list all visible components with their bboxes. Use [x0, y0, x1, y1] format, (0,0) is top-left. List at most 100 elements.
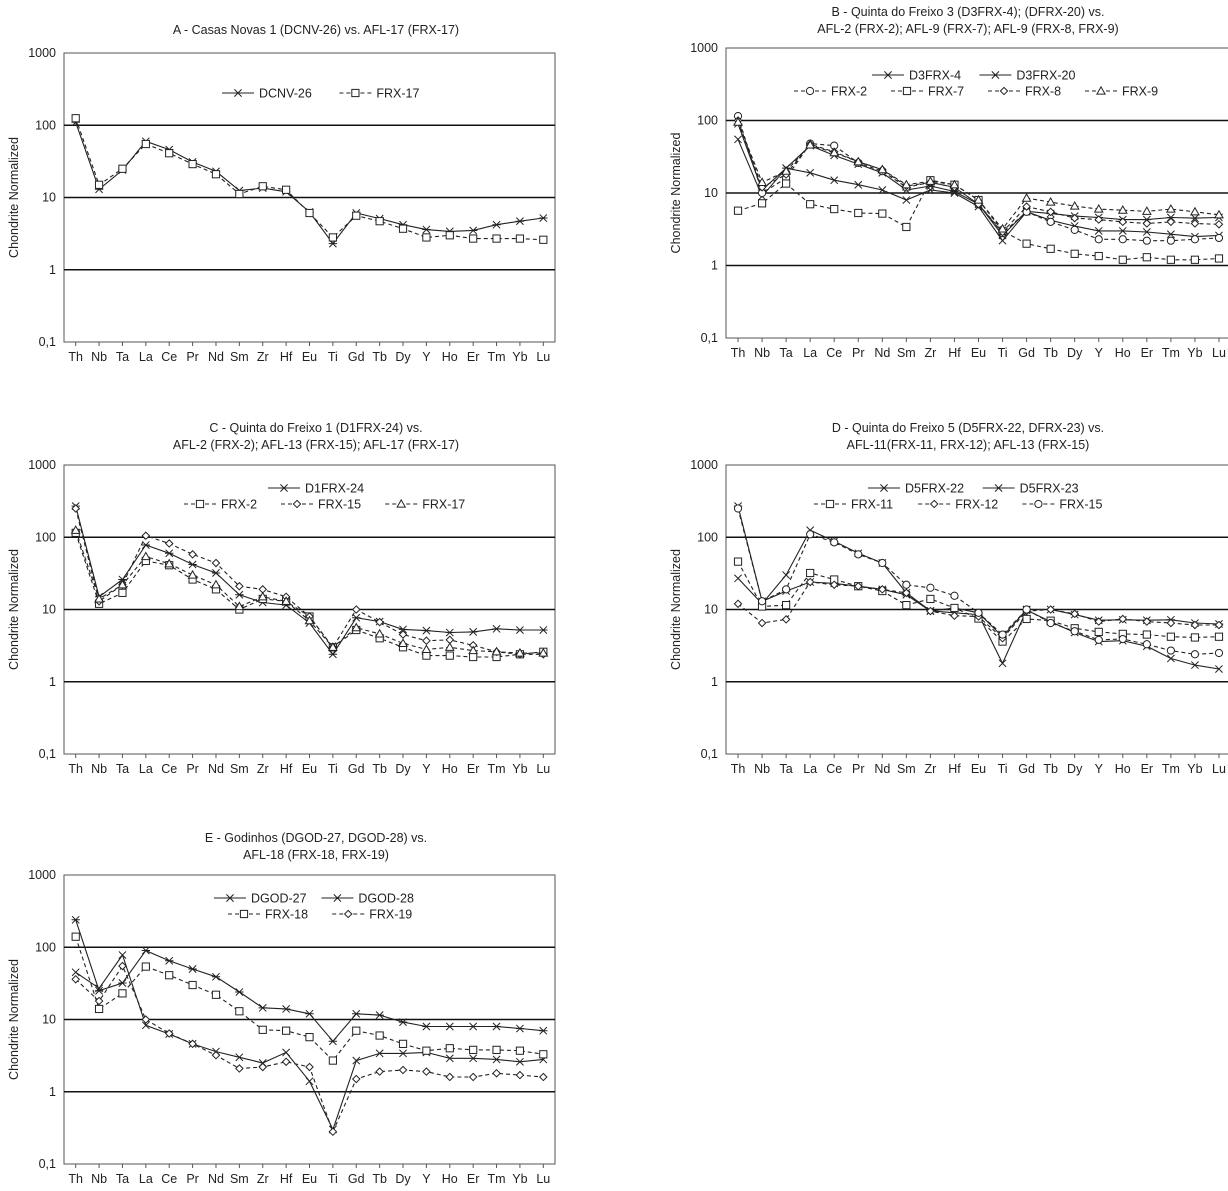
- data-point: [854, 180, 863, 189]
- x-tick-label: Th: [68, 350, 83, 364]
- data-point: [806, 530, 815, 539]
- legend-marker: [805, 86, 815, 96]
- data-point: [469, 1054, 478, 1063]
- data-point: [926, 594, 935, 604]
- x-tick-label: Hf: [280, 762, 293, 776]
- x-tick-label: Lu: [1212, 346, 1226, 360]
- chart-svg-a: 0,1 1 10 100 1000 Chondrite Normalized Th Nb Ta L…: [7, 46, 556, 364]
- x-tick-label: Nb: [754, 346, 770, 360]
- data-point: [281, 596, 292, 605]
- data-point: [71, 968, 80, 977]
- legend-item: D3FRX-20: [979, 69, 1075, 83]
- x-tick-label: Dy: [1067, 762, 1083, 776]
- data-point: [188, 980, 197, 990]
- legend-label: FRX-18: [265, 908, 308, 922]
- chart-title-line: D - Quinta do Freixo 5 (D5FRX-22, DFRX-2…: [831, 421, 1105, 435]
- data-point: [374, 628, 385, 638]
- data-point: [235, 590, 244, 599]
- legend-label: FRX-2: [831, 85, 867, 99]
- x-tick-label: Dy: [395, 350, 411, 364]
- data-point: [782, 601, 791, 610]
- legend-marker: [351, 88, 360, 98]
- data-point: [1166, 618, 1176, 628]
- data-point: [806, 200, 815, 209]
- data-point: [878, 585, 887, 594]
- data-point: [305, 1077, 314, 1086]
- chart-title-line: AFL-11(FRX-11, FRX-12); AFL-13 (FRX-15): [846, 438, 1090, 452]
- x-tick-label: Sm: [897, 346, 916, 360]
- data-point: [305, 1033, 314, 1042]
- chart-panel-a: A - Casas Novas 1 (DCNV-26) vs. AFL-17 (…: [0, 0, 614, 380]
- y-tick-label: 0,1: [701, 331, 718, 345]
- data-point: [1166, 236, 1175, 245]
- x-tick-label: Ho: [1115, 762, 1131, 776]
- data-point: [445, 1044, 454, 1053]
- x-tick-label: Er: [1141, 762, 1154, 776]
- data-point: [998, 630, 1007, 639]
- data-point: [949, 179, 960, 189]
- data-point: [1214, 233, 1224, 243]
- data-point: [1118, 235, 1127, 244]
- series-line: [737, 120, 1220, 233]
- data-point: [398, 625, 408, 634]
- data-point: [422, 1046, 431, 1055]
- x-tick-label: Er: [467, 762, 480, 776]
- legend-item: D5FRX-22: [868, 482, 964, 496]
- series-frx-8: [733, 116, 1224, 237]
- data-point: [398, 630, 408, 639]
- x-tick-label: Th: [68, 1172, 83, 1186]
- x-tick-label: Gd: [1018, 346, 1035, 360]
- data-point: [1070, 225, 1079, 234]
- chart-title-line: AFL-18 (FRX-18, FRX-19): [243, 848, 389, 862]
- x-tick-label: Eu: [971, 346, 986, 360]
- data-point: [351, 622, 362, 632]
- x-tick-label: Ta: [116, 1172, 129, 1186]
- y-tick-label: 1: [49, 1085, 56, 1099]
- legend-item: FRX-11: [814, 498, 893, 512]
- legend-item: FRX-19: [332, 908, 412, 922]
- y-tick-label: 0,1: [39, 1157, 56, 1171]
- x-tick-label: Tm: [488, 350, 506, 364]
- x-tick-label: Y: [1095, 762, 1104, 776]
- data-point: [351, 1074, 361, 1084]
- data-point: [211, 990, 221, 999]
- legend-label: D1FRX-24: [305, 482, 364, 496]
- chart-title: C - Quinta do Freixo 1 (D1FRX-24) vs. AF…: [60, 420, 572, 454]
- x-tick-label: Tb: [1043, 762, 1058, 776]
- y-tick-label: 100: [35, 940, 56, 954]
- series-d3frx-20: [734, 135, 1223, 245]
- x-tick-label: Ho: [1115, 346, 1131, 360]
- chart-panel-d: D - Quinta do Freixo 5 (D5FRX-22, DFRX-2…: [614, 412, 1228, 792]
- data-point: [806, 168, 815, 177]
- data-point: [998, 236, 1007, 245]
- data-point: [538, 647, 549, 657]
- x-tick-label: La: [803, 346, 817, 360]
- x-tick-label: Tb: [372, 762, 387, 776]
- data-point: [1166, 213, 1176, 222]
- data-point: [1214, 632, 1224, 641]
- x-tick-label: Zr: [924, 346, 936, 360]
- legend-marker: [279, 484, 289, 492]
- series-frx-15: [733, 504, 1224, 659]
- series-dgod-28: [71, 951, 548, 1134]
- series-frx-11: [733, 557, 1224, 646]
- legend-item: FRX-2: [794, 85, 867, 99]
- y-tick-label: 1000: [690, 41, 718, 55]
- data-point: [1189, 206, 1200, 216]
- series-line: [75, 936, 544, 1062]
- legend-marker: [239, 909, 249, 919]
- data-point: [118, 979, 127, 987]
- x-tick-label: Hf: [280, 1172, 293, 1186]
- data-point: [1190, 650, 1200, 659]
- y-tick-label: 1: [711, 259, 718, 273]
- data-point: [1094, 215, 1104, 224]
- x-tick-label: Tm: [1162, 346, 1180, 360]
- data-point: [734, 135, 742, 144]
- x-tick-label: Dy: [395, 1172, 411, 1186]
- data-point: [94, 1004, 104, 1014]
- data-point: [140, 551, 151, 561]
- y-tick-label: 1000: [28, 458, 56, 472]
- data-point: [1214, 254, 1224, 263]
- data-point: [733, 504, 743, 513]
- data-point: [1094, 627, 1103, 636]
